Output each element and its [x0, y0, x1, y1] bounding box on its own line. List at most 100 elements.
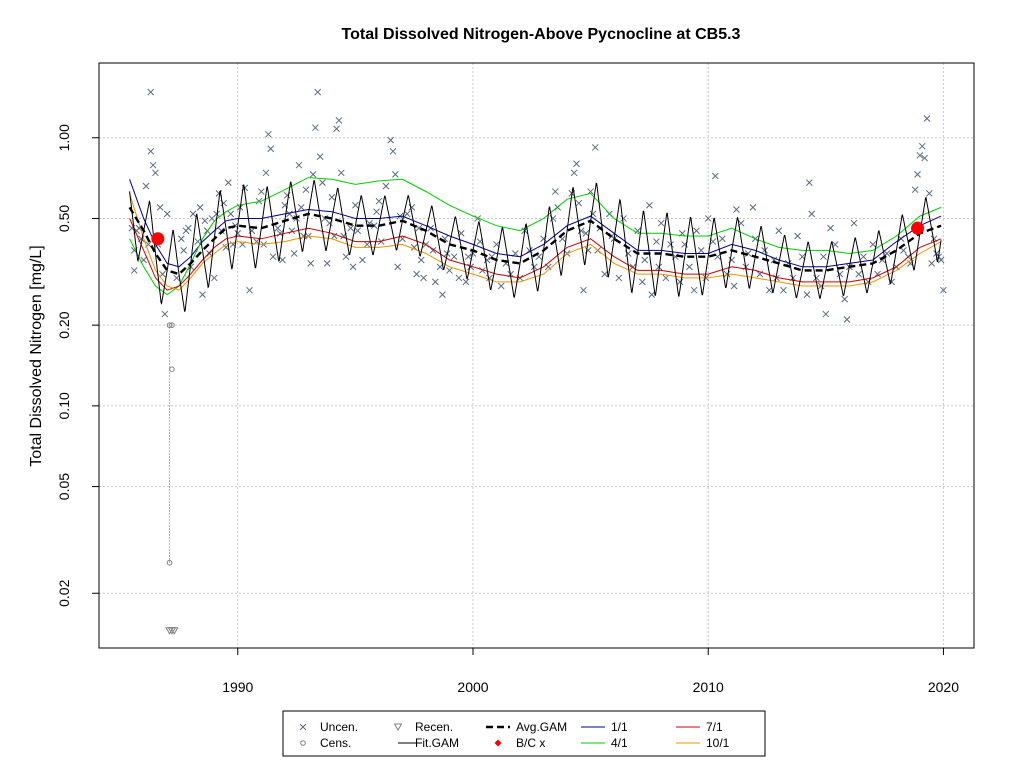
uncensored-point — [657, 219, 665, 227]
uncensored-point — [911, 186, 919, 194]
uncensored-point — [387, 136, 395, 144]
uncensored-point — [704, 215, 712, 222]
uncensored-point — [286, 210, 293, 218]
uncensored-point — [147, 147, 155, 155]
uncensored-point — [693, 227, 700, 235]
x-tick-label: 2010 — [693, 679, 724, 695]
y-axis-label: Total Dissolved Nitrogen [mg/L] — [28, 245, 45, 466]
legend-label: Avg.GAM — [516, 720, 567, 734]
legend-item: Uncen. — [299, 720, 358, 734]
uncensored-point — [359, 256, 366, 264]
uncensored-point — [274, 224, 282, 232]
uncensored-point — [850, 219, 858, 227]
uncensored-point — [827, 224, 834, 232]
uncensored-point — [479, 267, 486, 274]
uncensored-point — [775, 227, 783, 235]
legend-item: 7/1 — [676, 720, 723, 734]
uncensored-point — [432, 278, 439, 286]
uncensored-point — [147, 88, 155, 96]
uncensored-point — [257, 188, 265, 195]
uncensored-point — [276, 229, 284, 237]
uncensored-point — [319, 179, 326, 187]
uncensored-point — [403, 210, 411, 218]
uncensored-point — [279, 256, 286, 264]
legend: Uncen. Recen. Avg.GAM 1/1 7/1 Cens. Fit.GAM B/C… — [282, 710, 766, 757]
uncensored-point — [156, 204, 164, 211]
uncensored-point — [573, 160, 580, 168]
y-tick-label: 0.20 — [56, 311, 72, 338]
uncensored-point — [349, 263, 357, 271]
uncensored-point — [620, 215, 627, 222]
uncensored-point — [860, 253, 867, 261]
avg-gam-line — [128, 206, 942, 276]
uncensored-point — [302, 186, 310, 194]
uncensored-point — [937, 256, 945, 264]
uncensored-point — [408, 204, 416, 211]
uncensored-point — [142, 182, 150, 190]
uncensored-point — [744, 250, 752, 257]
uncensored-point — [467, 263, 474, 271]
uncensored-point — [163, 210, 171, 218]
uncensored-point — [822, 310, 830, 318]
censored-point — [169, 322, 175, 328]
uncensored-point — [925, 190, 933, 197]
legend-label: 4/1 — [611, 736, 628, 750]
plot-area — [128, 88, 947, 635]
uncensored-point — [312, 124, 319, 132]
uncensored-point — [149, 161, 157, 169]
uncensored-point — [780, 286, 787, 294]
uncensored-point — [869, 241, 877, 248]
uncensored-point — [582, 229, 590, 237]
legend-label: 7/1 — [706, 720, 723, 734]
legend-label: Uncen. — [320, 720, 358, 734]
uncensored-point — [841, 295, 848, 303]
uncensored-point — [923, 115, 931, 122]
uncensored-point — [855, 270, 863, 278]
uncensored-point — [328, 193, 336, 201]
uncensored-point — [686, 263, 693, 271]
uncensored-point — [648, 291, 656, 298]
uncensored-point — [570, 169, 578, 177]
uncensored-point — [914, 171, 921, 178]
uncensored-point — [497, 282, 505, 290]
uncensored-point — [196, 204, 204, 211]
censored-point — [169, 366, 175, 373]
uncensored-point — [641, 256, 649, 264]
uncensored-point — [297, 204, 305, 211]
uncensored-point — [813, 274, 820, 282]
x-tick-label: 1990 — [222, 679, 253, 695]
seasonal-line-10-1 — [129, 193, 942, 291]
uncensored-point — [352, 201, 359, 209]
uncensored-point — [638, 278, 646, 286]
seasonal-line-1-1 — [129, 179, 942, 268]
uncensored-point — [730, 282, 738, 290]
uncensored-point — [363, 241, 371, 248]
uncensored-point — [246, 286, 253, 294]
uncensored-point — [446, 267, 453, 274]
legend-item: Recen. — [393, 720, 453, 734]
uncensored-point — [575, 199, 583, 207]
uncensored-point — [342, 253, 350, 261]
uncensored-point — [462, 278, 470, 286]
chart-title: Total Dissolved Nitrogen-Above Pycnoclin… — [342, 26, 741, 43]
x-tick-label: 2020 — [928, 679, 959, 695]
uncensored-point — [808, 210, 816, 218]
uncensored-point — [921, 154, 928, 162]
uncensored-point — [309, 171, 317, 178]
uncensored-point — [551, 188, 559, 195]
uncensored-point — [316, 153, 324, 161]
uncensored-point — [773, 274, 780, 282]
legend-label: B/C x — [516, 736, 545, 750]
uncensored-point — [227, 210, 235, 218]
uncensored-point — [152, 169, 159, 177]
legend-item: B/C x — [494, 736, 545, 750]
uncensored-point — [347, 224, 355, 232]
uncensored-point — [314, 88, 322, 96]
x-tick-label: 2000 — [457, 679, 488, 695]
uncensored-point — [530, 263, 538, 271]
uncensored-point — [918, 142, 926, 150]
y-tick-label: 1.00 — [56, 124, 72, 151]
uncensored-point — [375, 197, 383, 205]
uncensored-point — [634, 227, 641, 235]
uncensored-point — [940, 286, 947, 294]
